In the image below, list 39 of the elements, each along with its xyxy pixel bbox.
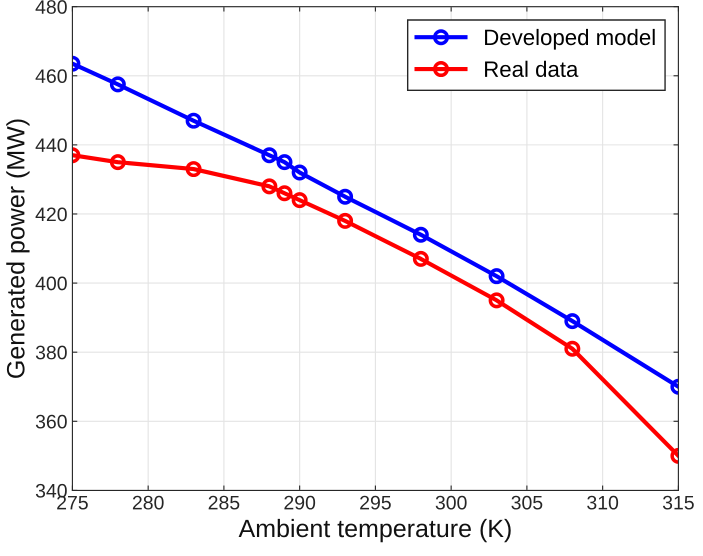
legend-label: Developed model — [485, 28, 655, 50]
y-tick-label: 440 — [36, 138, 67, 152]
legend-label: Real data — [485, 60, 578, 78]
x-tick-label: 310 — [587, 496, 618, 510]
point — [337, 212, 354, 229]
point — [110, 76, 126, 92]
point — [292, 192, 308, 208]
point — [488, 268, 505, 284]
x-tick-label: 305 — [511, 496, 542, 510]
point — [276, 185, 292, 202]
x-tick-label: 300 — [436, 496, 467, 510]
y-tick-label: 480 — [36, 0, 67, 14]
y-tick-label: 380 — [36, 346, 67, 360]
x-axis-title: Ambient temperature (K) — [238, 518, 511, 542]
point — [488, 292, 505, 308]
point — [337, 188, 354, 205]
y-axis-title: Generated power (MW) — [6, 119, 30, 378]
x-tick-label: 280 — [132, 496, 164, 510]
y-tick-label: 340 — [36, 484, 67, 498]
y-tick-label: 400 — [36, 276, 67, 290]
x-tick-label: 295 — [360, 496, 391, 510]
x-tick-label: 275 — [57, 496, 88, 510]
point — [186, 112, 202, 129]
x-tick-label: 290 — [284, 496, 316, 510]
point — [292, 164, 308, 181]
y-tick-label: 360 — [36, 414, 67, 429]
point — [261, 147, 278, 164]
y-tick-label: 460 — [36, 69, 67, 84]
point — [412, 250, 429, 267]
point — [186, 161, 202, 178]
point — [412, 226, 429, 243]
point — [564, 313, 580, 330]
point — [276, 154, 292, 170]
point — [564, 340, 580, 357]
point — [110, 154, 126, 170]
x-tick-label: 315 — [662, 496, 694, 510]
y-tick-label: 420 — [36, 207, 67, 222]
point — [261, 178, 278, 194]
x-tick-label: 285 — [208, 496, 240, 510]
